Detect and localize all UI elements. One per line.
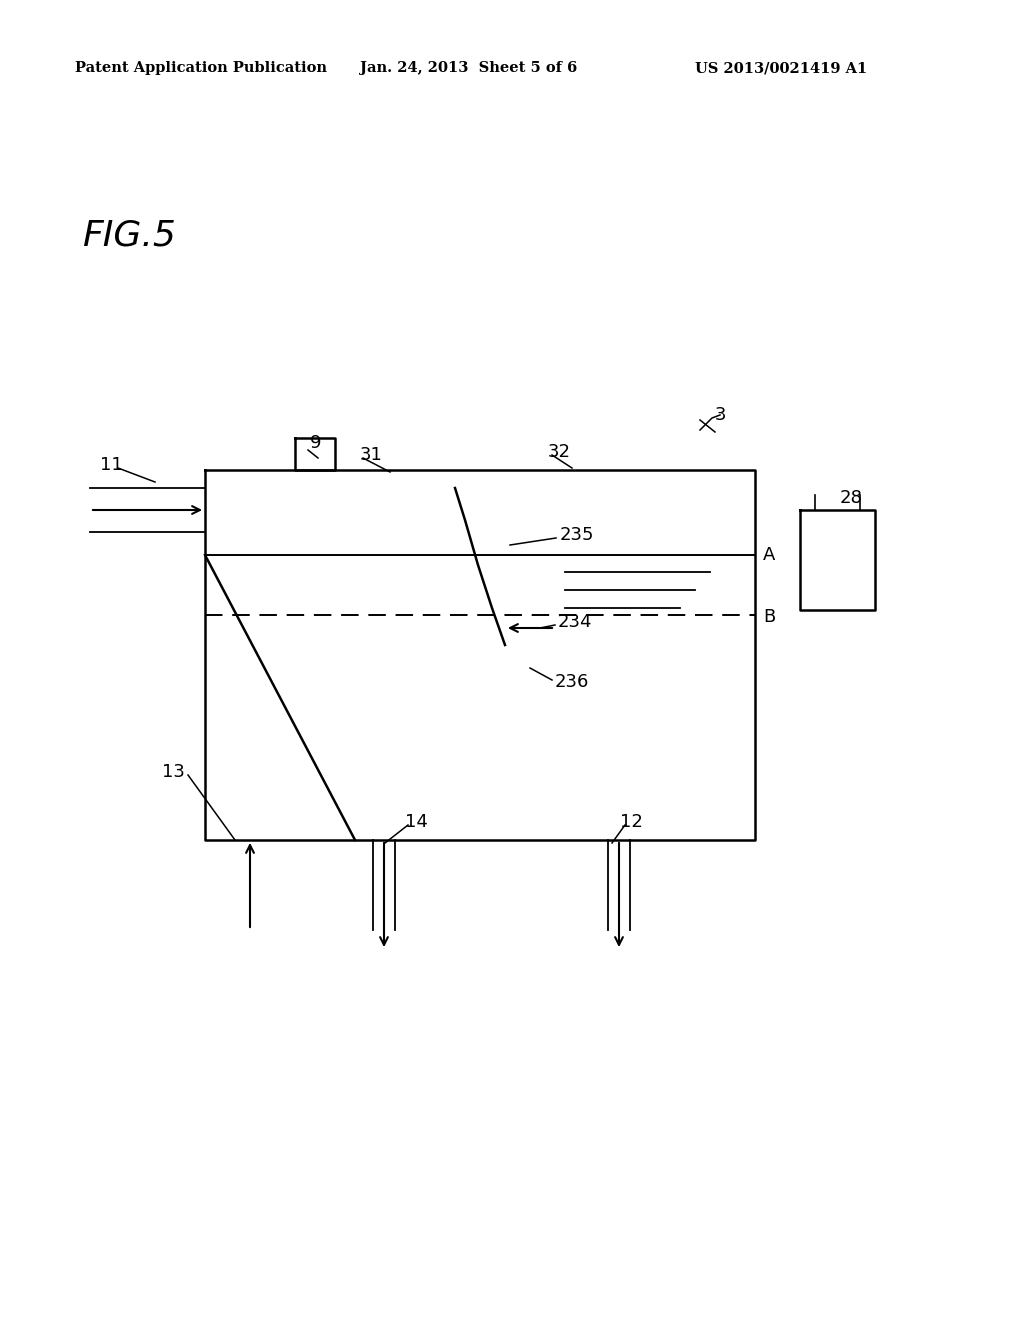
Text: 12: 12 xyxy=(620,813,643,832)
Text: Patent Application Publication: Patent Application Publication xyxy=(75,61,327,75)
Text: US 2013/0021419 A1: US 2013/0021419 A1 xyxy=(695,61,867,75)
Text: FIG.5: FIG.5 xyxy=(82,218,176,252)
Text: 234: 234 xyxy=(558,612,593,631)
Text: 32: 32 xyxy=(548,444,571,461)
Text: B: B xyxy=(763,609,775,626)
Text: Jan. 24, 2013  Sheet 5 of 6: Jan. 24, 2013 Sheet 5 of 6 xyxy=(360,61,578,75)
Text: 14: 14 xyxy=(406,813,428,832)
Text: 235: 235 xyxy=(560,525,595,544)
Text: A: A xyxy=(763,546,775,564)
Text: 13: 13 xyxy=(162,763,185,781)
Text: 31: 31 xyxy=(360,446,383,465)
Text: 11: 11 xyxy=(100,455,123,474)
Text: 3: 3 xyxy=(715,407,726,424)
Text: 9: 9 xyxy=(310,434,322,451)
Text: 28: 28 xyxy=(840,488,863,507)
Text: 236: 236 xyxy=(555,673,590,690)
